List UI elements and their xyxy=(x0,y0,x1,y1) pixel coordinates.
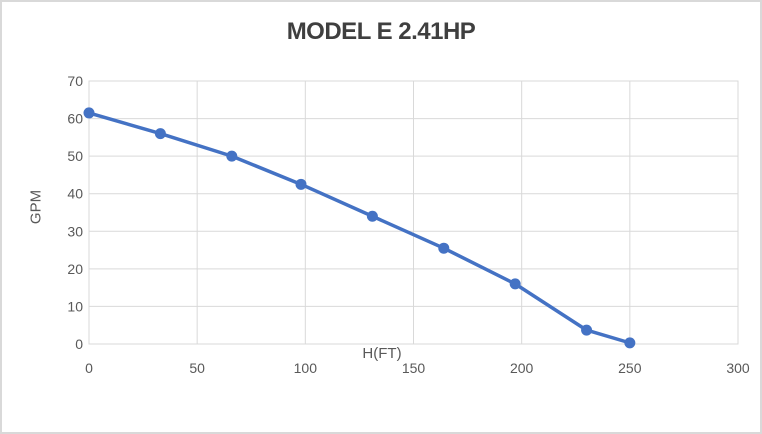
plot-border xyxy=(88,80,739,345)
x-axis-title: H(FT) xyxy=(362,345,402,362)
y-tick-label: 30 xyxy=(67,223,83,239)
data-point-marker xyxy=(624,337,636,349)
y-tick-label: 20 xyxy=(67,261,83,277)
y-tick-label: 0 xyxy=(75,336,83,352)
y-tick-label: 60 xyxy=(67,111,83,127)
y-tick-label: 10 xyxy=(67,298,83,314)
y-tick-label: 40 xyxy=(67,186,83,202)
x-tick-label: 100 xyxy=(294,360,318,376)
data-point-marker xyxy=(83,107,95,119)
y-tick-label: 70 xyxy=(67,73,83,89)
y-axis-title: GPM xyxy=(27,189,45,225)
x-tick-label: 50 xyxy=(189,360,205,376)
x-tick-label: 0 xyxy=(85,360,93,376)
x-tick-label: 300 xyxy=(726,360,750,376)
data-point-marker xyxy=(509,278,521,290)
series-line xyxy=(87,111,632,345)
data-point-marker xyxy=(366,210,378,222)
data-point-marker xyxy=(226,150,238,162)
data-point-marker xyxy=(295,178,307,190)
data-point-marker xyxy=(438,242,450,254)
y-tick-label: 50 xyxy=(67,148,83,164)
data-point-marker xyxy=(581,324,593,336)
chart-title: MODEL E 2.41HP xyxy=(286,18,476,45)
x-tick-label: 200 xyxy=(510,360,534,376)
data-point-marker xyxy=(154,128,166,140)
x-tick-label: 150 xyxy=(402,360,426,376)
x-tick-label: 250 xyxy=(618,360,642,376)
